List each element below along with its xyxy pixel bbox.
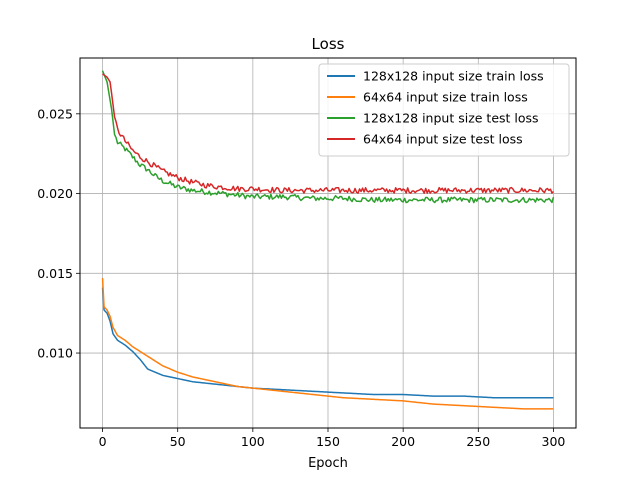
x-tick-label: 250 (466, 434, 490, 449)
legend-label: 128x128 input size test loss (363, 111, 539, 126)
x-tick-label: 100 (241, 434, 265, 449)
x-tick-label: 50 (170, 434, 186, 449)
x-axis-label: Epoch (308, 456, 348, 471)
y-tick-label: 0.025 (37, 106, 73, 121)
series-line-128x128-input-size-train-loss (101, 287, 554, 399)
legend-label: 64x64 input size test loss (363, 132, 523, 147)
series-lines (101, 70, 555, 410)
x-tick-label: 300 (542, 434, 566, 449)
y-tick-label: 0.010 (37, 346, 73, 361)
y-tick-label: 0.020 (37, 186, 73, 201)
x-tick-label: 200 (391, 434, 415, 449)
chart-title: Loss (312, 35, 345, 53)
x-tick-label: 150 (316, 434, 340, 449)
legend-box (318, 63, 570, 157)
legend-label: 128x128 input size train loss (363, 69, 544, 84)
series-line-128x128-input-size-test-loss (101, 70, 555, 204)
legend: 128x128 input size train loss 64x64 input… (318, 63, 570, 157)
y-tick-label: 0.015 (37, 266, 73, 281)
series-line-64x64-input-size-test-loss (102, 73, 555, 194)
x-tick-label: 0 (99, 434, 107, 449)
legend-label: 64x64 input size train loss (363, 90, 528, 105)
axis-ticks: 0 50 100 150 200 250 300 0.010 0.015 0.020 0.025 (37, 106, 565, 449)
series-line-64x64-input-size-train-loss (101, 278, 554, 410)
